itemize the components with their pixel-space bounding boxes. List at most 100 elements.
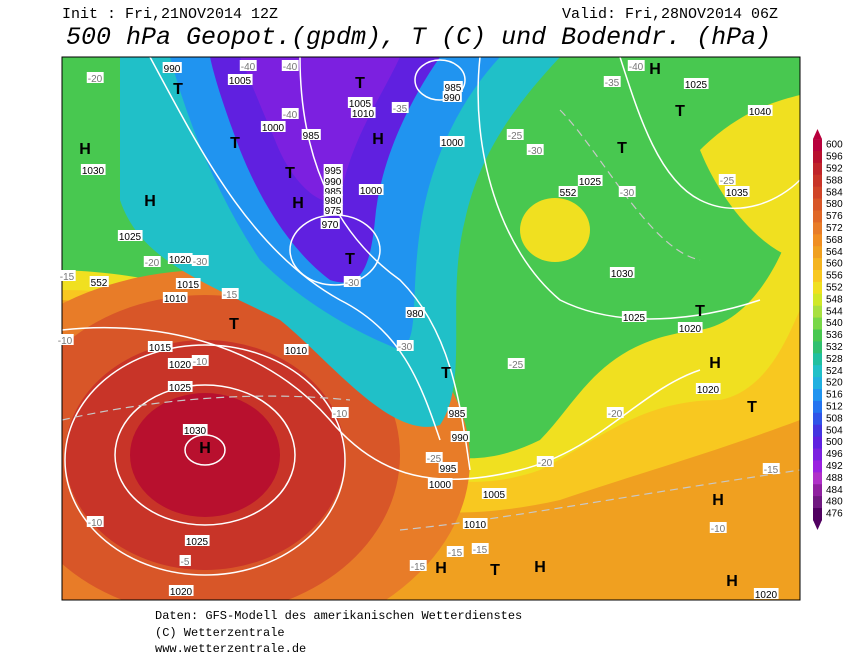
isobar-label: 1015 [177, 280, 200, 291]
legend-label: 500 [826, 437, 843, 448]
legend-swatch [813, 222, 822, 235]
legend-label: 536 [826, 330, 843, 341]
legend-label: 544 [826, 306, 843, 317]
label-box [695, 383, 721, 394]
legend-swatch [813, 436, 822, 450]
isobar-label: 1000 [360, 186, 383, 197]
isobar-label: 995 [440, 464, 457, 475]
label-box [439, 136, 465, 147]
isobar-label: 1025 [685, 80, 708, 91]
legend-label: 484 [826, 485, 843, 496]
label-box [347, 97, 373, 108]
legend-swatch [813, 281, 822, 295]
label-box [609, 267, 635, 278]
label-box [221, 288, 239, 299]
footer-url: www.wetterzentrale.de [155, 642, 306, 656]
temperature-label: -25 [720, 176, 735, 187]
legend-swatch [813, 389, 822, 402]
label-box [709, 522, 727, 533]
isobar-label: 1010 [352, 109, 375, 120]
isobar-label: 1010 [285, 346, 308, 357]
isobar-label: 1005 [349, 99, 372, 110]
isobar-label: 1005 [483, 490, 506, 501]
temperature-label: -15 [448, 548, 463, 559]
legend-swatch [813, 293, 822, 307]
legend-swatch [813, 484, 822, 497]
temperature-label: -40 [283, 110, 298, 121]
temperature-label: -30 [398, 342, 413, 353]
label-box [507, 358, 525, 369]
pressure-center: T [229, 316, 239, 333]
label-box [86, 72, 104, 83]
legend-swatch [813, 400, 822, 414]
temperature-label: -20 [88, 74, 103, 85]
isobar-label: 1020 [169, 360, 192, 371]
isobar-label: 1010 [464, 520, 487, 531]
legend-swatch [813, 341, 822, 354]
temperature-label: -30 [345, 278, 360, 289]
label-box [747, 105, 773, 116]
isobar-label: 1020 [679, 324, 702, 335]
footer-copyright: (C) Wetterzentrale [155, 626, 285, 640]
label-box [536, 456, 554, 467]
isobar-label: 1025 [623, 313, 646, 324]
isobar-label: 985 [303, 131, 320, 142]
legend-label: 572 [826, 223, 843, 234]
temperature-label: -10 [88, 518, 103, 529]
label-box [227, 74, 253, 85]
legend-swatch [813, 329, 822, 342]
map-frame [61, 56, 801, 601]
legend-label: 556 [826, 271, 843, 282]
temperature-label: -10 [193, 357, 208, 368]
legend-label: 516 [826, 390, 843, 401]
label-box [323, 185, 343, 196]
legend-label: 596 [826, 152, 843, 163]
pressure-center: T [345, 251, 355, 268]
pressure-center: H [726, 573, 738, 590]
legend-label: 480 [826, 497, 843, 508]
label-box [753, 588, 779, 599]
isobar-label: 1015 [149, 343, 172, 354]
legend-label: 520 [826, 378, 843, 389]
label-box [438, 462, 458, 473]
isobar-label: 980 [325, 196, 342, 207]
legend-swatch [813, 210, 822, 223]
legend-label: 508 [826, 413, 843, 424]
legend-arrow [813, 129, 822, 140]
label-box [396, 340, 414, 351]
temperature-label: -35 [605, 78, 620, 89]
pressure-center: H [435, 560, 447, 577]
isobar-label: 1005 [229, 76, 252, 87]
pressure-center: T [617, 140, 627, 157]
legend-label: 504 [826, 425, 843, 436]
label-box [117, 230, 143, 241]
isobar-label: 1000 [441, 138, 464, 149]
label-box [89, 276, 109, 287]
label-box [86, 516, 104, 527]
legend-label: 560 [826, 259, 843, 270]
footer-source: Daten: GFS-Modell des amerikanischen Wet… [155, 609, 522, 623]
isobar-label: 1035 [726, 188, 749, 199]
isobar-label: 1030 [611, 269, 634, 280]
temperature-label: -10 [333, 409, 348, 420]
temperature-label: -30 [528, 146, 543, 157]
isobar-label: 1025 [579, 177, 602, 188]
init-time: Init : Fri,21NOV2014 12Z [62, 6, 278, 23]
pressure-center: T [695, 303, 705, 320]
label-box [281, 108, 299, 119]
isobar-label: 1020 [697, 385, 720, 396]
legend-label: 592 [826, 163, 843, 174]
label-box [184, 535, 210, 546]
pressure-center: T [675, 103, 685, 120]
label-box [179, 555, 191, 566]
legend-swatch [813, 234, 822, 247]
isobar-label: 990 [164, 64, 181, 75]
label-box [677, 322, 703, 333]
legend-label: 548 [826, 294, 843, 305]
label-box [606, 407, 624, 418]
pressure-center: H [712, 492, 724, 509]
legend-swatch [813, 448, 822, 461]
label-box [506, 129, 524, 140]
temperature-label: -25 [509, 360, 524, 371]
temperature-label: -40 [283, 62, 298, 73]
